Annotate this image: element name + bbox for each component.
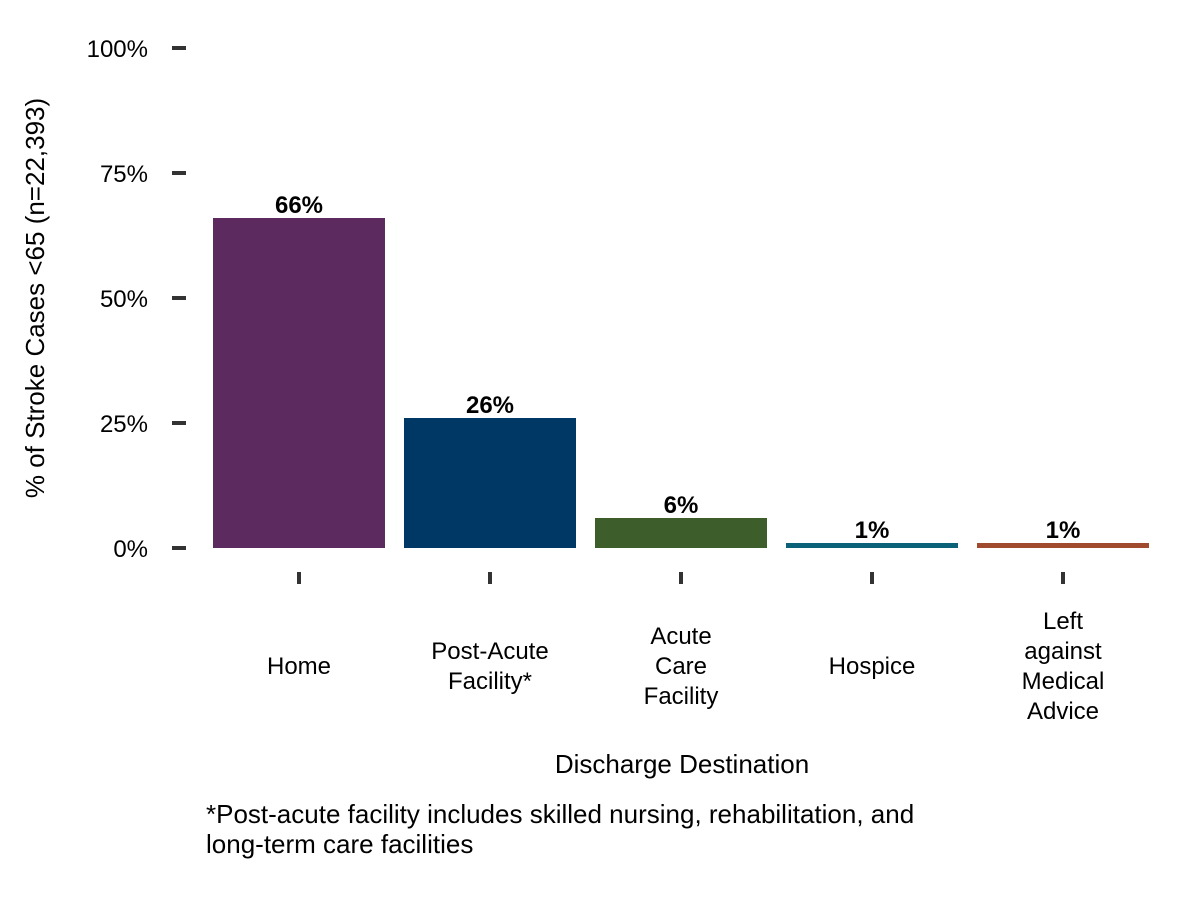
x-tick-label-line: Facility xyxy=(644,683,719,710)
x-tick-label: Post-Acute Facility* xyxy=(431,638,548,695)
y-axis: 0% 25% 50% 75% 100% xyxy=(87,36,186,563)
data-label: 1% xyxy=(1046,517,1081,544)
x-tick-label: Home xyxy=(267,653,331,680)
footnote-line: *Post-acute facility includes skilled nu… xyxy=(206,799,914,829)
x-axis-title: Discharge Destination xyxy=(555,749,809,779)
data-labels: 66% 26% 6% 1% 1% xyxy=(275,192,1080,544)
y-tick-label: 75% xyxy=(100,161,148,188)
x-tick-label-line: Medical xyxy=(1022,668,1105,695)
data-label: 1% xyxy=(855,517,890,544)
x-axis: Home Post-Acute Facility* Acute Care Facility… xyxy=(267,572,1104,725)
x-tick-label-line: Advice xyxy=(1027,698,1099,725)
x-tick-label-line: against xyxy=(1024,638,1102,665)
x-tick-label-line: Facility* xyxy=(448,668,532,695)
x-tick-label: Acute Care Facility xyxy=(644,623,719,710)
y-tick-label: 100% xyxy=(87,36,148,63)
data-label: 26% xyxy=(466,392,514,419)
x-tick-label-line: Care xyxy=(655,653,707,680)
x-tick-label-line: Hospice xyxy=(829,653,916,680)
bar xyxy=(213,218,385,548)
x-tick-label: Left against Medical Advice xyxy=(1022,608,1105,725)
y-tick-label: 0% xyxy=(113,536,148,563)
x-tick-label-line: Left xyxy=(1043,608,1083,635)
footnote-line: long-term care facilities xyxy=(206,829,473,859)
data-label: 66% xyxy=(275,192,323,219)
y-tick-label: 50% xyxy=(100,286,148,313)
x-tick-label-line: Acute xyxy=(650,623,711,650)
bar xyxy=(404,418,576,548)
footnote: *Post-acute facility includes skilled nu… xyxy=(206,799,914,859)
bar xyxy=(786,543,958,548)
y-tick-label: 25% xyxy=(100,411,148,438)
x-tick-label-line: Post-Acute xyxy=(431,638,548,665)
x-tick-label-line: Home xyxy=(267,653,331,680)
x-tick-label: Hospice xyxy=(829,653,916,680)
data-label: 6% xyxy=(664,492,699,519)
bar xyxy=(977,543,1149,548)
y-axis-title: % of Stroke Cases <65 (n=22,393) xyxy=(20,98,50,498)
bars xyxy=(213,218,1149,548)
bar xyxy=(595,518,767,548)
